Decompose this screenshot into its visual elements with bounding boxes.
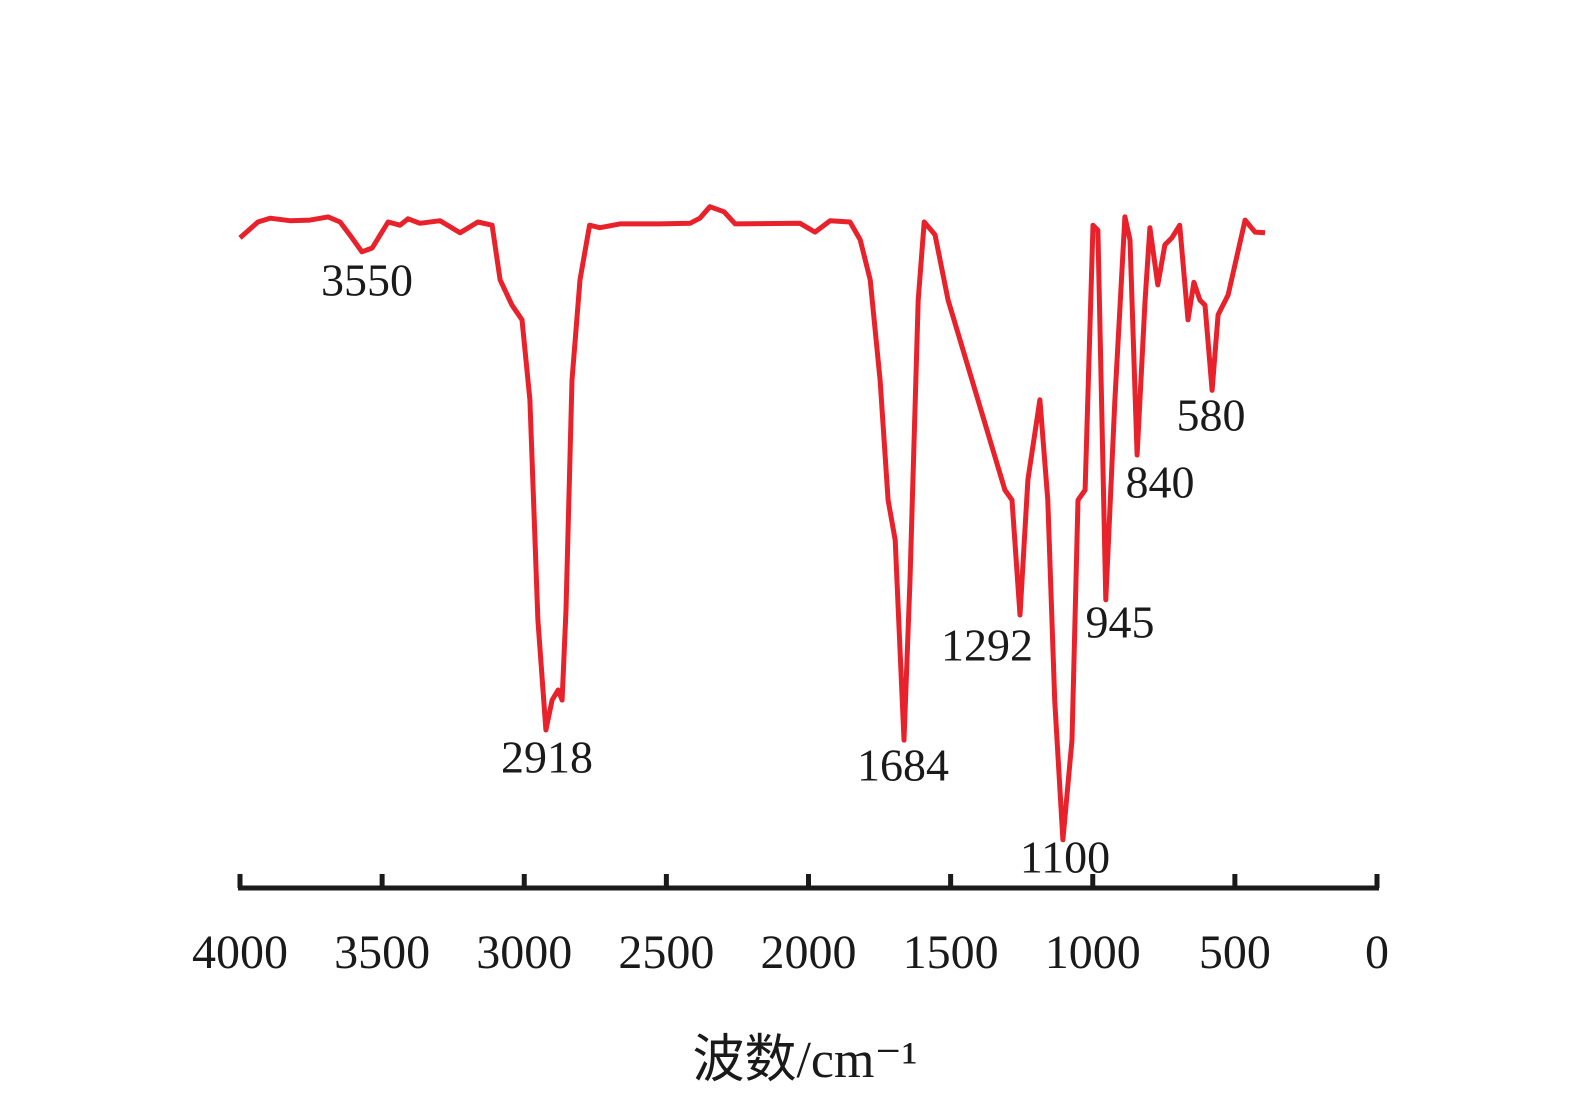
peak-label: 1684 [857,740,949,791]
x-axis-label: 波数/cm⁻¹ [692,1032,917,1089]
x-tick-label: 4000 [192,926,288,979]
peak-label: 1292 [941,620,1033,671]
x-tick-label: 2500 [618,926,714,979]
spectrum-line [238,204,1266,843]
peak-label: 580 [1177,390,1246,441]
x-tick-label: 1500 [903,926,999,979]
peak-label: 840 [1126,457,1195,508]
peak-label: 3550 [321,255,413,306]
x-tick-label: 500 [1199,926,1271,979]
peak-label: 945 [1086,597,1155,648]
x-tick-label: 1000 [1045,926,1141,979]
peak-label: 1100 [1020,832,1110,883]
x-tick-label: 3000 [476,926,572,979]
x-tick-label: 0 [1365,926,1389,979]
x-tick-label: 3500 [334,926,430,979]
peak-label: 2918 [501,732,593,783]
x-tick-label: 2000 [761,926,857,979]
